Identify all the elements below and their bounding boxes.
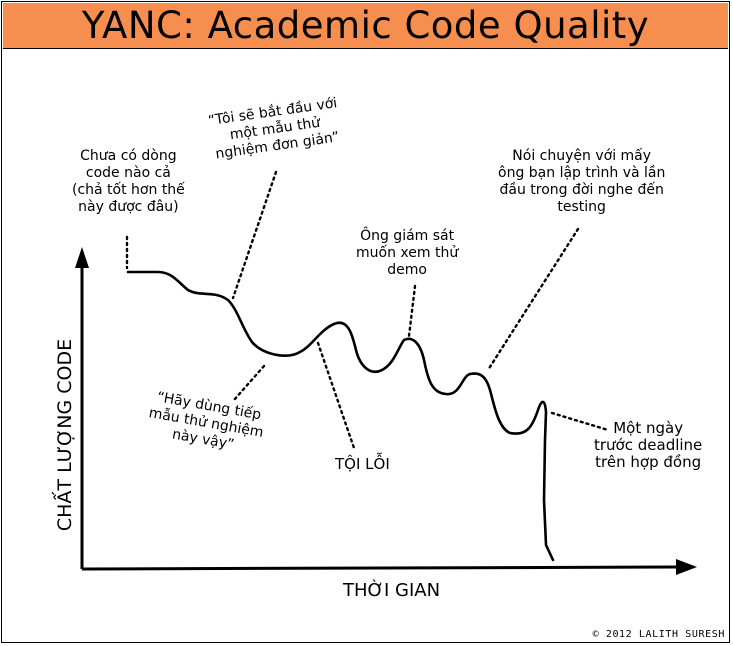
annotation-line: này được đâu) [78, 199, 179, 215]
x-axis-line [81, 565, 679, 571]
annotation-leaders [125, 170, 610, 450]
title-bar: YANC: Academic Code Quality [3, 3, 728, 49]
chart-title: YANC: Academic Code Quality [81, 4, 650, 47]
annotation-line: Một ngày [613, 419, 684, 437]
annotation-line: Chưa có dòng [80, 148, 177, 164]
leader-testing [486, 227, 580, 372]
annotation-testing: Nói chuyện với mấy ông bạn lập trình và l… [498, 148, 665, 216]
annotation-line: đầu trong đời nghe đến [499, 182, 664, 198]
annotation-line: trước deadline [594, 436, 703, 454]
annotation-line: trên hợp đồng [595, 453, 702, 471]
leader-sin [316, 341, 356, 450]
x-axis-arrow [676, 559, 697, 575]
annotation-deadline: Một ngày trước deadline trên hợp đồng [594, 420, 702, 471]
leader-simple-prototype [231, 170, 278, 300]
annotation-line: TỘI LỖI [335, 455, 390, 473]
leader-supervisor-demo [407, 284, 417, 338]
annotation-no-code: Chưa có dòng code nào cả (chả tốt hơn thế n… [72, 148, 185, 216]
copyright-credit: © 2012 LALITH SURESH [592, 629, 725, 640]
annotation-line: Nói chuyện với mấy [512, 148, 652, 164]
annotation-supervisor-demo: Ông giám sát muốn xem thử demo [356, 228, 458, 279]
leader-deadline [550, 411, 610, 432]
annotation-line: muốn xem thử [356, 245, 459, 261]
annotation-line: Ông giám sát [360, 228, 455, 244]
quality-curve [126, 270, 555, 562]
x-axis-label: THỜI GIAN [343, 580, 441, 601]
annotation-sin: TỘI LỖI [335, 456, 390, 473]
annotation-line: testing [557, 199, 606, 215]
leader-keep-prototype [232, 364, 266, 402]
annotation-line: (chả tốt hơn thế [72, 182, 185, 198]
y-axis-label: CHẤT LƯỢNG CODE [54, 338, 77, 532]
y-axis-arrow [75, 247, 89, 268]
annotation-line: code nào cả [85, 165, 171, 181]
annotation-line: ông bạn lập trình và lần [498, 165, 666, 181]
annotation-line: demo [387, 262, 427, 278]
quality-line [126, 270, 555, 562]
axes [75, 247, 697, 575]
